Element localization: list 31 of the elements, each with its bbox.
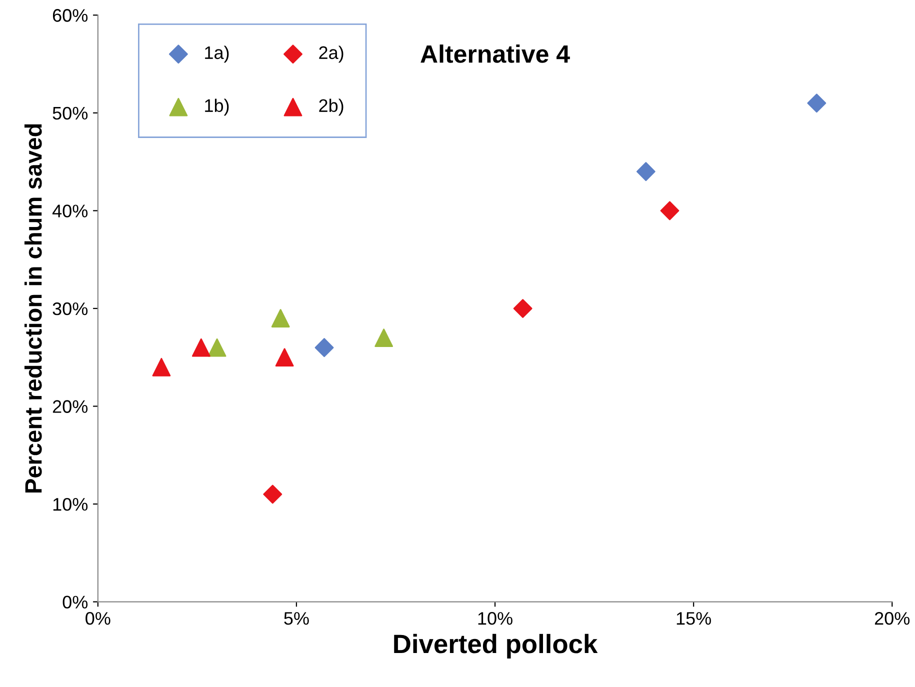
- point: [660, 201, 680, 220]
- y-tick-label: 50%: [52, 106, 88, 120]
- point: [263, 484, 282, 504]
- x-axis-title: Diverted pollock: [394, 634, 598, 659]
- y-tick-label: 10%: [53, 498, 88, 511]
- x-tick-label: 10%: [478, 612, 512, 625]
- x-tick-label: 15%: [676, 612, 711, 625]
- x-tick-label: 20%: [874, 612, 910, 625]
- x-tick-label: 0%: [86, 612, 110, 625]
- point: [192, 338, 210, 357]
- point: [314, 338, 334, 358]
- point: [152, 358, 171, 376]
- y-tick-label: 60%: [52, 9, 88, 22]
- y-axis-title: Percent reduction in chum saved: [24, 124, 42, 493]
- legend-label: 2a): [319, 46, 344, 63]
- y-tick-label: 40%: [52, 204, 88, 218]
- point: [275, 348, 294, 367]
- legend-label: 1a): [205, 46, 229, 63]
- text: Alternative 4: [420, 44, 570, 63]
- point: [374, 328, 394, 347]
- y-tick-label: 30%: [52, 302, 88, 316]
- point: [807, 94, 826, 113]
- legend-label: 1b): [205, 98, 229, 116]
- y-tick-label: 20%: [52, 400, 88, 413]
- x-tick-label: 5%: [284, 612, 309, 625]
- point: [208, 338, 226, 357]
- point: [513, 298, 532, 318]
- point: [636, 162, 656, 182]
- legend-label: 2b): [319, 98, 344, 116]
- y-tick-label: 0%: [62, 596, 88, 609]
- point: [271, 309, 290, 328]
